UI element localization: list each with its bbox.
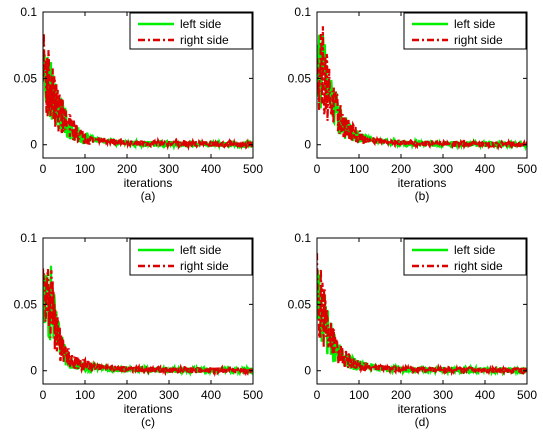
x-tick-label: 200 [117,162,137,176]
axes-box [42,11,254,159]
series-group [317,253,527,377]
x-tick-label: 100 [75,388,95,402]
subplot-label: (a) [141,189,156,203]
legend-label: right side [180,259,229,273]
series-group [43,265,253,378]
legend-label: right side [180,33,229,47]
legend-label: right side [454,33,503,47]
x-tick-label: 0 [40,162,47,176]
legend-box [403,12,527,50]
y-tick-label: 0 [304,138,311,152]
legend: left side right side [403,238,527,276]
x-tick-label: 300 [433,162,453,176]
x-tick-label: 100 [349,388,369,402]
x-tick-label: 400 [475,388,495,402]
series-line-right-side [43,268,253,378]
y-tick-label: 0.05 [14,297,38,311]
legend-label: left side [180,17,222,31]
x-tick-label: 500 [243,388,263,402]
y-tick-label: 0.1 [20,5,37,19]
y-tick-label: 0 [30,364,37,378]
y-tick-label: 0.05 [288,297,312,311]
legend-box [129,238,253,276]
series-line-right-side [317,253,527,377]
x-tick-label: 400 [201,388,221,402]
subplot-label: (d) [415,415,430,429]
axes-box [316,11,528,159]
y-tick-label: 0 [30,138,37,152]
series-group [43,32,253,151]
y-tick-label: 0.1 [20,231,37,245]
legend: left side right side [129,12,253,50]
x-tick-label: 0 [40,388,47,402]
x-tick-label: 100 [349,162,369,176]
series-line-right-side [43,32,253,151]
x-tick-label: 300 [159,162,179,176]
x-tick-label: 500 [517,162,537,176]
x-tick-label: 0 [314,388,321,402]
x-tick-label: 400 [201,162,221,176]
subplot-c: 0 100 200 300 400 500 0 0.05 0.1 iterations(c) lef… [14,231,264,429]
x-axis-label: iterations [124,176,173,190]
x-axis-label: iterations [398,176,447,190]
x-axis-label: iterations [398,402,447,416]
series-group [317,26,527,152]
x-tick-label: 400 [475,162,495,176]
x-tick-label: 100 [75,162,95,176]
legend-box [129,12,253,50]
y-tick-label: 0.1 [294,231,311,245]
series-line-left-side [317,34,527,152]
subplot-d: 0 100 200 300 400 500 0 0.05 0.1 iterations(d) lef… [288,231,538,429]
x-tick-label: 300 [433,388,453,402]
subplot-b: 0 100 200 300 400 500 0 0.05 0.1 iterations(b) lef… [288,5,538,203]
axes-box [316,237,528,385]
x-tick-label: 300 [159,388,179,402]
x-axis-label: iterations [124,402,173,416]
y-tick-label: 0.1 [294,5,311,19]
legend: left side right side [403,12,527,50]
legend-box [403,238,527,276]
subplot-label: (c) [141,415,155,429]
x-tick-label: 200 [391,388,411,402]
y-tick-label: 0.05 [14,71,38,85]
subplot-a: 0 100 200 300 400 500 0 0.05 0.1 iterations(a) lef… [14,5,264,203]
subplot-label: (b) [415,189,430,203]
x-tick-label: 500 [243,162,263,176]
x-tick-label: 200 [117,388,137,402]
legend: left side right side [129,238,253,276]
legend-label: right side [454,259,503,273]
legend-label: left side [454,17,496,31]
x-tick-label: 500 [517,388,537,402]
legend-label: left side [180,243,222,257]
y-tick-label: 0.05 [288,71,312,85]
x-tick-label: 200 [391,162,411,176]
legend-label: left side [454,243,496,257]
series-line-right-side [317,26,527,152]
y-tick-label: 0 [304,364,311,378]
x-tick-label: 0 [314,162,321,176]
axes-box [42,237,254,385]
